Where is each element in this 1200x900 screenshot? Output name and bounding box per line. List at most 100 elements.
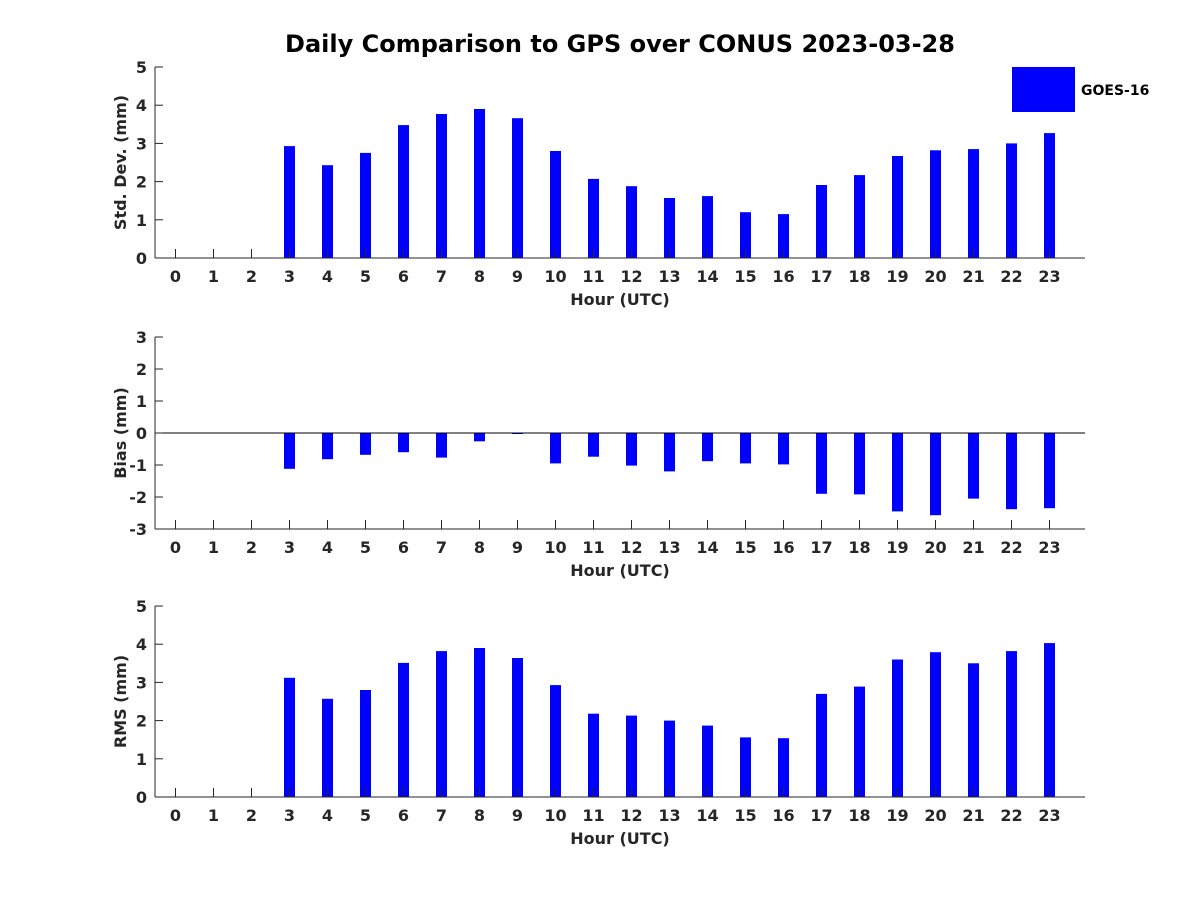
- y-tick-label-rms-3: 3: [136, 673, 147, 692]
- x-tick-label-rms-0: 0: [170, 806, 181, 825]
- y-tick-label-stddev-2: 2: [136, 173, 147, 192]
- x-tick-label-stddev-4: 4: [322, 267, 333, 286]
- bar-rms-14: [702, 725, 713, 797]
- x-tick-label-bias-14: 14: [696, 538, 718, 557]
- bar-bias-12: [626, 433, 637, 466]
- bar-bias-4: [322, 433, 333, 460]
- bar-rms-5: [360, 690, 371, 797]
- x-tick-label-rms-4: 4: [322, 806, 333, 825]
- x-tick-label-stddev-3: 3: [284, 267, 295, 286]
- bar-rms-22: [1006, 651, 1017, 797]
- x-tick-label-bias-0: 0: [170, 538, 181, 557]
- x-tick-label-rms-12: 12: [620, 806, 642, 825]
- x-tick-label-rms-9: 9: [512, 806, 523, 825]
- x-tick-label-stddev-19: 19: [886, 267, 908, 286]
- y-tick-label-bias-0: 0: [136, 424, 147, 443]
- x-tick-label-bias-10: 10: [544, 538, 566, 557]
- x-axis-label-bias: Hour (UTC): [570, 561, 670, 580]
- x-tick-label-bias-5: 5: [360, 538, 371, 557]
- x-tick-label-rms-22: 22: [1000, 806, 1022, 825]
- x-tick-label-bias-1: 1: [208, 538, 219, 557]
- bar-stddev-15: [740, 212, 751, 258]
- x-tick-label-stddev-20: 20: [924, 267, 946, 286]
- x-axis-label-rms: Hour (UTC): [570, 829, 670, 848]
- x-tick-label-stddev-11: 11: [582, 267, 604, 286]
- bar-bias-18: [854, 433, 865, 495]
- x-tick-label-bias-8: 8: [474, 538, 485, 557]
- bar-rms-11: [588, 713, 599, 797]
- bar-bias-8: [474, 433, 485, 442]
- x-tick-label-bias-12: 12: [620, 538, 642, 557]
- x-tick-label-rms-19: 19: [886, 806, 908, 825]
- bar-bias-22: [1006, 433, 1017, 510]
- bar-bias-20: [930, 433, 941, 516]
- x-tick-label-bias-2: 2: [246, 538, 257, 557]
- bar-stddev-16: [778, 214, 789, 258]
- y-tick-label-rms-5: 5: [136, 597, 147, 616]
- bar-stddev-20: [930, 150, 941, 258]
- x-tick-label-rms-10: 10: [544, 806, 566, 825]
- x-tick-label-stddev-23: 23: [1038, 267, 1060, 286]
- x-axis-label-stddev: Hour (UTC): [570, 290, 670, 309]
- x-tick-label-bias-3: 3: [284, 538, 295, 557]
- x-tick-label-stddev-18: 18: [848, 267, 870, 286]
- legend: GOES-16: [1012, 67, 1149, 112]
- bar-rms-17: [816, 693, 827, 797]
- x-tick-label-stddev-5: 5: [360, 267, 371, 286]
- x-tick-label-rms-17: 17: [810, 806, 832, 825]
- x-tick-label-rms-11: 11: [582, 806, 604, 825]
- x-tick-label-bias-13: 13: [658, 538, 680, 557]
- x-tick-label-bias-20: 20: [924, 538, 946, 557]
- x-tick-label-rms-15: 15: [734, 806, 756, 825]
- x-tick-label-bias-15: 15: [734, 538, 756, 557]
- bar-rms-7: [436, 651, 447, 797]
- bar-bias-15: [740, 433, 751, 464]
- bar-stddev-23: [1044, 133, 1055, 258]
- x-tick-label-rms-18: 18: [848, 806, 870, 825]
- y-tick-label-rms-1: 1: [136, 750, 147, 769]
- bar-bias-5: [360, 433, 371, 455]
- bar-bias-16: [778, 433, 789, 465]
- bar-stddev-7: [436, 114, 447, 258]
- bar-rms-6: [398, 662, 409, 797]
- x-tick-label-stddev-10: 10: [544, 267, 566, 286]
- y-axis-label-bias: Bias (mm): [111, 387, 130, 479]
- bar-stddev-8: [474, 109, 485, 258]
- x-tick-label-stddev-14: 14: [696, 267, 718, 286]
- x-tick-label-stddev-17: 17: [810, 267, 832, 286]
- bar-rms-12: [626, 715, 637, 797]
- x-tick-label-bias-9: 9: [512, 538, 523, 557]
- x-tick-label-rms-23: 23: [1038, 806, 1060, 825]
- y-tick-label-stddev-3: 3: [136, 134, 147, 153]
- x-tick-label-bias-4: 4: [322, 538, 333, 557]
- x-tick-label-bias-16: 16: [772, 538, 794, 557]
- y-tick-label-rms-2: 2: [136, 712, 147, 731]
- bar-stddev-3: [284, 146, 295, 258]
- bar-stddev-4: [322, 165, 333, 258]
- x-tick-label-rms-6: 6: [398, 806, 409, 825]
- bar-rms-10: [550, 685, 561, 797]
- bar-stddev-12: [626, 186, 637, 258]
- bar-bias-19: [892, 433, 903, 512]
- bar-rms-15: [740, 737, 751, 797]
- bar-bias-6: [398, 433, 409, 453]
- bar-stddev-21: [968, 149, 979, 258]
- legend-label: GOES-16: [1081, 83, 1149, 99]
- y-tick-label-stddev-5: 5: [136, 58, 147, 77]
- x-tick-label-stddev-0: 0: [170, 267, 181, 286]
- x-tick-label-bias-21: 21: [962, 538, 984, 557]
- x-tick-label-rms-13: 13: [658, 806, 680, 825]
- bar-stddev-11: [588, 178, 599, 258]
- x-tick-label-stddev-1: 1: [208, 267, 219, 286]
- x-tick-label-stddev-22: 22: [1000, 267, 1022, 286]
- bar-bias-3: [284, 433, 295, 469]
- x-tick-label-rms-14: 14: [696, 806, 718, 825]
- x-tick-label-stddev-13: 13: [658, 267, 680, 286]
- y-tick-label-rms-4: 4: [136, 635, 147, 654]
- bar-rms-20: [930, 652, 941, 797]
